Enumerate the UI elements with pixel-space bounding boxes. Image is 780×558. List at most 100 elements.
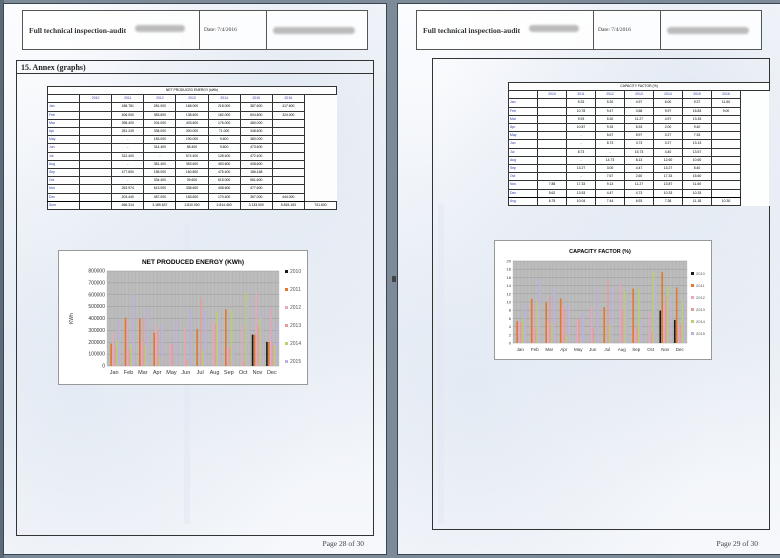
legend-label: 2010 xyxy=(290,269,301,275)
table-cell: 7.33 xyxy=(682,131,712,141)
table-cell: 71.000 xyxy=(207,127,241,137)
table-cell: 218.000 xyxy=(207,102,241,112)
bar xyxy=(173,364,176,366)
table-cell: 10.87 xyxy=(566,123,596,133)
bar xyxy=(652,271,655,343)
table-row: Apr 281.249 338.000 300.000 71.000 348.600 xyxy=(46,127,337,137)
table-row: Jun -8.73 3.73 0.27 13.13 xyxy=(508,139,770,149)
bar xyxy=(183,328,186,366)
table-cell: 5.67 xyxy=(595,131,625,141)
table-cell: 5.30 xyxy=(595,98,625,108)
table-cell xyxy=(711,164,741,174)
table-cell xyxy=(711,188,741,198)
x-tick-label: May xyxy=(166,370,177,376)
y-tick-label: 16 xyxy=(507,275,512,280)
table-cell xyxy=(537,98,567,108)
x-tick-label: Apr xyxy=(153,370,162,376)
table-row: Jan 5.33 5.30 4.97 6.00 9.37 11.60 xyxy=(508,98,770,108)
y-tick-label: 200000 xyxy=(88,340,105,346)
table-cell: 561.600 xyxy=(239,176,273,186)
x-tick-label: Aug xyxy=(210,370,220,376)
y-tick-label: 500000 xyxy=(88,304,105,310)
bar xyxy=(607,278,609,343)
table-cell: 353.600 xyxy=(175,159,209,170)
bar xyxy=(253,334,256,366)
table-cell: 10.30 xyxy=(711,196,741,207)
bar xyxy=(648,311,651,343)
table-row: Sum 466.314 3.189.637 2.810.000 2.814.400 3.1… xyxy=(46,200,338,211)
table-cell xyxy=(79,192,113,202)
legend-swatch xyxy=(691,332,694,335)
table-cell: 380.000 xyxy=(239,135,273,145)
bar xyxy=(117,319,120,366)
table-cell: 444.000 xyxy=(271,192,305,202)
table-row: Jul 312.400-574.400 128.400 472.400 xyxy=(46,151,337,161)
bar xyxy=(640,320,642,343)
table-row: Nov 263.974 613.000 338.600 408.600 477.600 xyxy=(46,184,337,194)
bar xyxy=(530,298,533,343)
table-cell: 8.13 xyxy=(624,155,654,166)
bar xyxy=(549,296,551,343)
table-column-header: 2015 xyxy=(682,90,712,100)
x-tick-label: Nov xyxy=(253,370,263,376)
table-cell: 348.600 xyxy=(239,127,273,137)
table-cell: 406.000 xyxy=(111,110,145,120)
bar xyxy=(520,322,522,343)
bar xyxy=(169,344,172,366)
bar xyxy=(636,324,638,343)
table-cell: 9.37 xyxy=(682,98,712,108)
bar xyxy=(160,324,163,366)
table-cell xyxy=(537,172,567,182)
bar xyxy=(241,326,243,366)
y-tick-label: 18 xyxy=(507,267,512,272)
row-label: Jul xyxy=(46,151,81,161)
table-cell xyxy=(271,159,305,170)
table-row: Aug -14.73 8.13 12.60 10.60 xyxy=(508,155,770,166)
table-cell: 604.800 xyxy=(239,110,273,120)
bar xyxy=(522,318,524,343)
legend-swatch xyxy=(691,284,694,287)
table-cell: 186.168 xyxy=(239,168,273,178)
table-cell: 453.600 xyxy=(207,159,241,170)
legend-label: 2014 xyxy=(290,341,301,347)
legend-label: 2011 xyxy=(290,287,301,293)
y-tick-label: 14 xyxy=(507,283,512,288)
table-column-header: 2016 xyxy=(271,94,305,104)
bar xyxy=(226,347,229,366)
page-resize-handle[interactable] xyxy=(392,276,396,282)
y-tick-label: 8 xyxy=(509,308,512,313)
table-cell: 383.600 xyxy=(143,110,177,120)
table-cell xyxy=(271,168,305,178)
bar xyxy=(663,305,665,343)
table-cell: 3.133.000 xyxy=(239,200,273,211)
bar xyxy=(621,309,624,343)
table-cell: 615.000 xyxy=(207,176,241,186)
table-cell: - xyxy=(566,155,596,166)
page-footer: Page 28 of 30 xyxy=(322,539,364,548)
bar xyxy=(675,287,678,343)
x-tick-label: May xyxy=(574,347,583,352)
row-label: Feb xyxy=(508,106,538,116)
table-cell: 408.600 xyxy=(207,184,241,194)
row-label: Jun xyxy=(508,139,538,149)
table-column-header: 2010 xyxy=(79,94,113,104)
legend-swatch xyxy=(691,272,694,275)
table-cell: 10.04 xyxy=(566,196,596,207)
table-cell xyxy=(711,147,741,157)
table-row: Sep 477.600 158.000 160.800 475.400 186.168 xyxy=(46,168,337,178)
bar xyxy=(271,344,274,366)
table-cell: 128.400 xyxy=(207,151,241,161)
table-cell xyxy=(79,143,113,153)
bar xyxy=(255,293,258,366)
row-label: Mar xyxy=(46,118,81,129)
row-label: Aug xyxy=(46,159,81,170)
table-cell xyxy=(79,200,113,211)
bar xyxy=(139,318,141,366)
bar xyxy=(524,304,526,343)
bar xyxy=(228,346,231,366)
legend-label: 2014 xyxy=(696,319,706,324)
row-label: Mar xyxy=(508,114,538,125)
table-column-header: 2011 xyxy=(566,90,596,100)
table-cell: 204.000 xyxy=(143,118,177,129)
table-cell: 15.60 xyxy=(682,172,712,182)
